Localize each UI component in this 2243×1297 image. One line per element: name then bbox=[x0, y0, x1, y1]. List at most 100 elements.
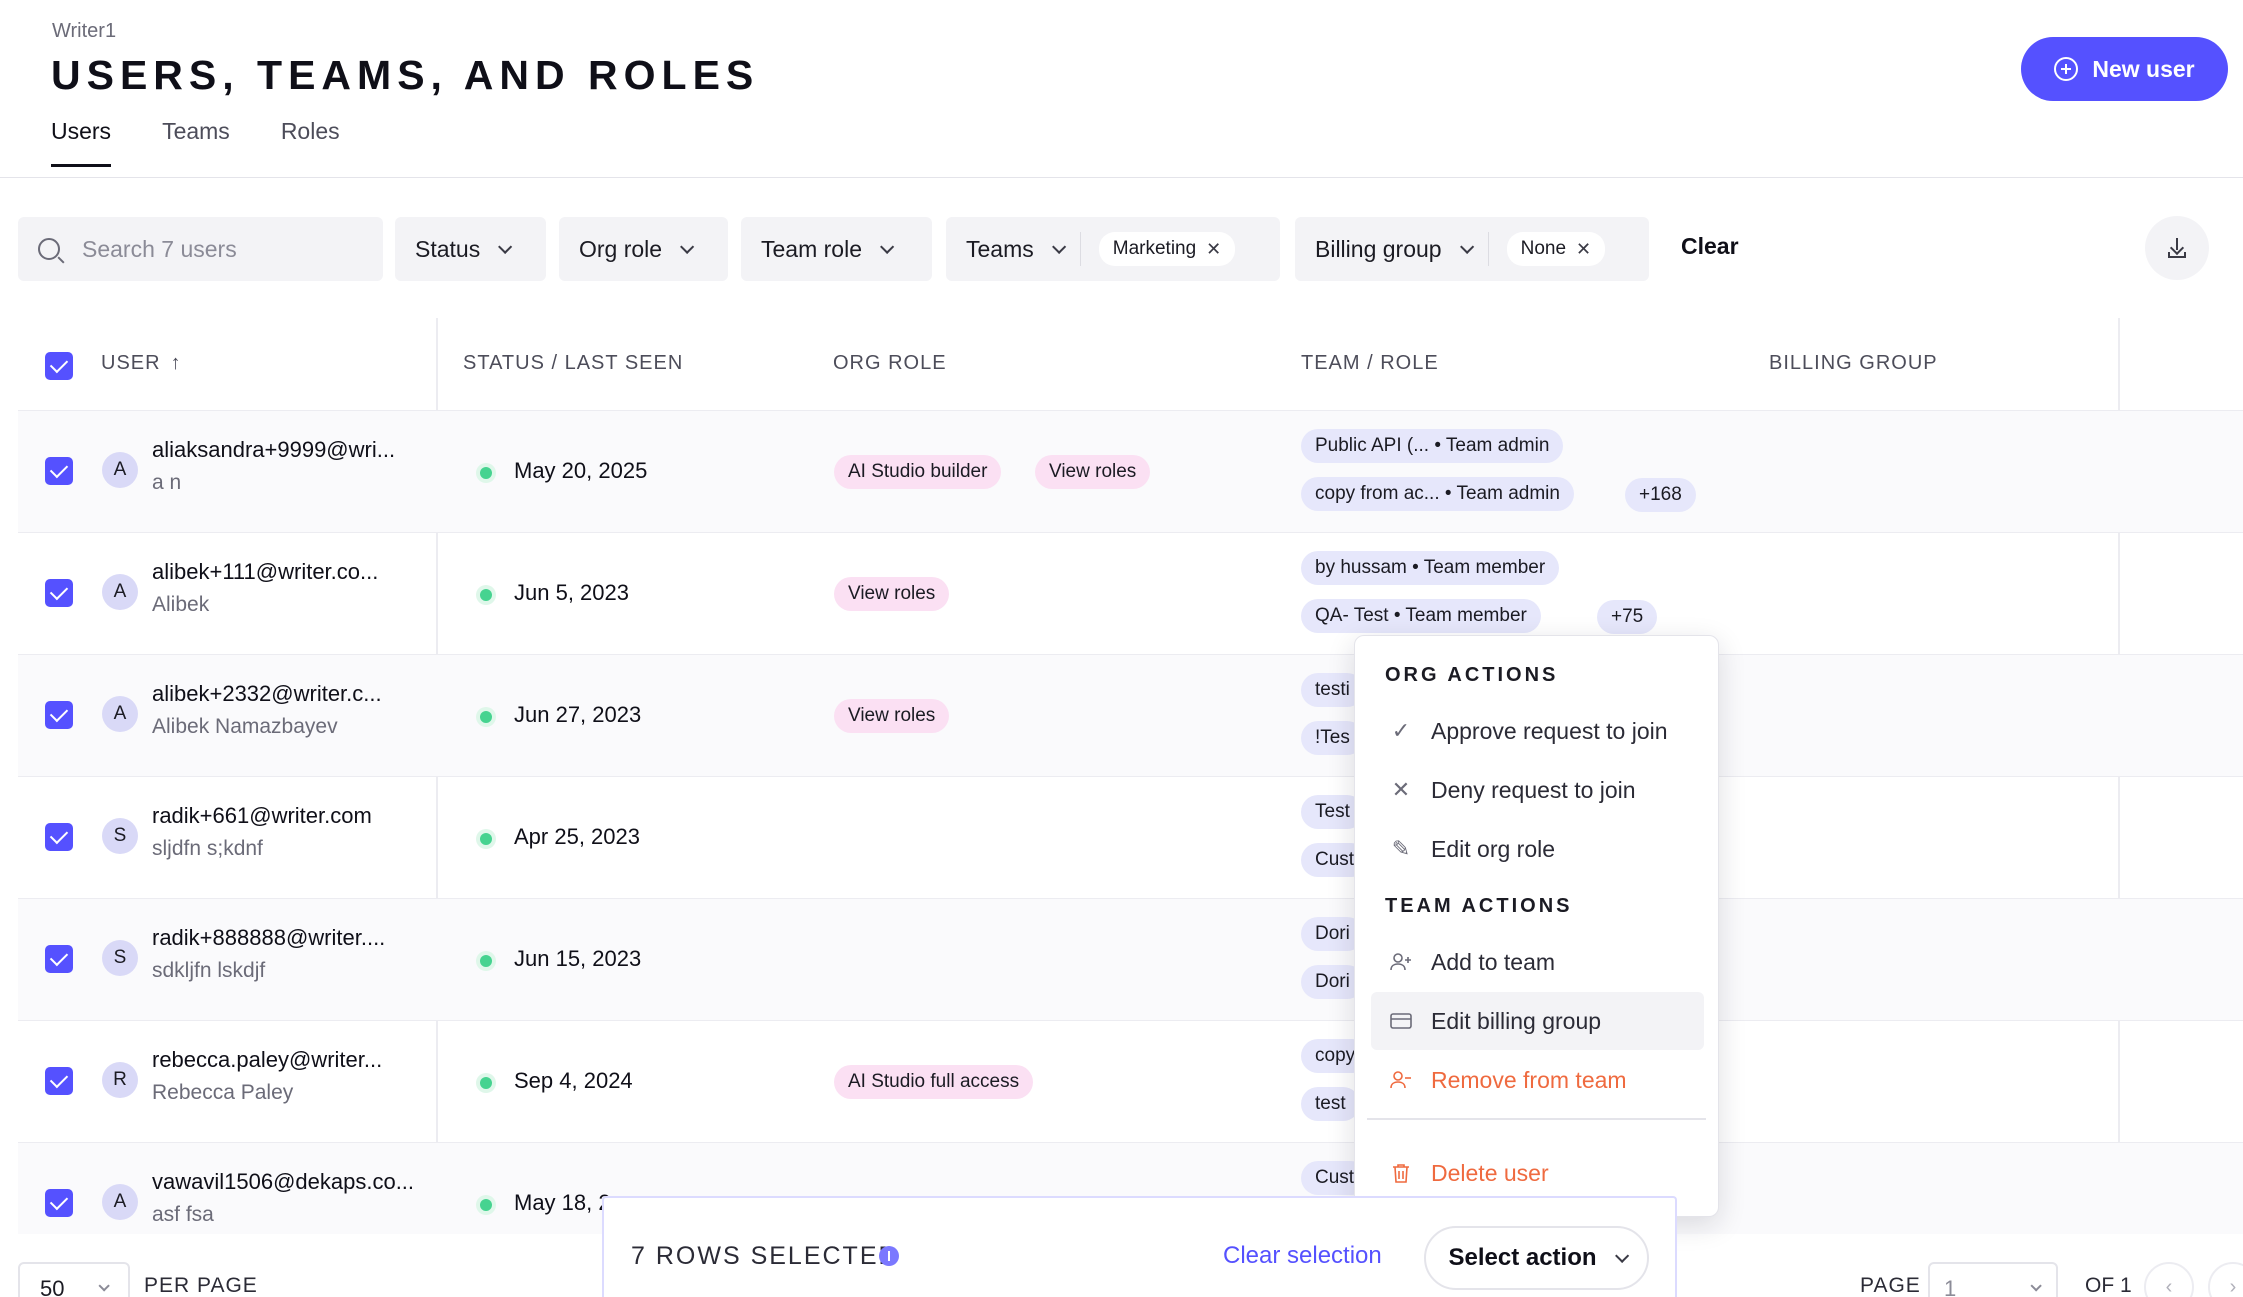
column-header-org-role: ORG ROLE bbox=[833, 352, 947, 374]
avatar: A bbox=[102, 452, 138, 488]
row-checkbox[interactable] bbox=[45, 701, 73, 729]
header-divider bbox=[0, 177, 2243, 178]
status-indicator bbox=[480, 833, 492, 845]
table-row[interactable]: A alibek+111@writer.co... Alibek Jun 5, … bbox=[18, 532, 2243, 654]
edit-billing-group-label: Edit billing group bbox=[1431, 1007, 1602, 1034]
more-teams-badge[interactable]: +168 bbox=[1625, 478, 1696, 512]
status-filter-dropdown[interactable]: Status bbox=[395, 217, 546, 281]
last-seen: Apr 25, 2023 bbox=[514, 824, 640, 849]
status-indicator bbox=[480, 467, 492, 479]
user-name: Rebecca Paley bbox=[152, 1081, 294, 1104]
search-input[interactable]: Search 7 users bbox=[18, 217, 383, 281]
approve-request-menu-item[interactable]: ✓ Approve request to join bbox=[1371, 702, 1704, 760]
table-row[interactable]: S radik+888888@writer.... sdkljfn lskdjf… bbox=[18, 898, 2243, 1020]
remove-from-team-menu-item[interactable]: Remove from team bbox=[1371, 1051, 1704, 1109]
billing-filter-chip[interactable]: None ✕ bbox=[1506, 232, 1606, 266]
avatar: S bbox=[102, 818, 138, 854]
team-actions-heading: TEAM ACTIONS bbox=[1385, 895, 1573, 917]
close-icon: ✕ bbox=[1391, 777, 1411, 802]
download-icon bbox=[2168, 238, 2186, 258]
table-row[interactable]: A vawavil1506@dekaps.co... asf fsa May 1… bbox=[18, 1142, 2243, 1234]
per-page-select[interactable]: 50 bbox=[18, 1262, 130, 1297]
org-role-pill: AI Studio builder bbox=[834, 455, 1002, 489]
tab-teams[interactable]: Teams bbox=[162, 118, 230, 144]
menu-divider bbox=[1367, 1118, 1706, 1120]
rows-selected-count: 7 ROWS SELECTED bbox=[631, 1242, 899, 1270]
table-row[interactable]: A alibek+2332@writer.c... Alibek Namazba… bbox=[18, 654, 2243, 776]
user-plus-icon bbox=[1389, 950, 1413, 974]
team-role-pill: testi bbox=[1301, 673, 1364, 707]
page-number-select[interactable]: 1 bbox=[1928, 1262, 2058, 1297]
deny-request-label: Deny request to join bbox=[1431, 776, 1636, 803]
team-role-filter-dropdown[interactable]: Team role bbox=[741, 217, 932, 281]
team-role-pill: Public API (... • Team admin bbox=[1301, 429, 1564, 463]
team-role-pill: QA- Test • Team member bbox=[1301, 599, 1541, 633]
previous-page-button[interactable]: ‹ bbox=[2144, 1262, 2194, 1297]
row-checkbox[interactable] bbox=[45, 945, 73, 973]
status-indicator bbox=[480, 1077, 492, 1089]
next-page-button[interactable]: › bbox=[2208, 1262, 2243, 1297]
column-header-user-label: USER bbox=[101, 352, 161, 374]
team-role-pill: Dori bbox=[1301, 917, 1364, 951]
team-role-pill: test bbox=[1301, 1087, 1360, 1121]
add-to-team-menu-item[interactable]: Add to team bbox=[1371, 933, 1704, 991]
view-roles-pill[interactable]: View roles bbox=[834, 577, 950, 611]
more-teams-badge[interactable]: +75 bbox=[1597, 600, 1658, 634]
column-header-status: STATUS / LAST SEEN bbox=[463, 352, 684, 374]
column-header-user[interactable]: USER ↑ bbox=[101, 352, 182, 375]
info-icon[interactable] bbox=[879, 1246, 899, 1266]
chevron-left-icon: ‹ bbox=[2165, 1275, 2173, 1297]
org-role-pill: AI Studio full access bbox=[834, 1065, 1034, 1099]
user-name: Alibek bbox=[152, 593, 210, 616]
per-page-value: 50 bbox=[40, 1276, 65, 1297]
org-actions-heading: ORG ACTIONS bbox=[1385, 664, 1559, 686]
row-checkbox[interactable] bbox=[45, 1067, 73, 1095]
clear-filters-button[interactable]: Clear bbox=[1681, 233, 1739, 259]
row-checkbox[interactable] bbox=[45, 823, 73, 851]
avatar: S bbox=[102, 940, 138, 976]
view-roles-pill[interactable]: View roles bbox=[1035, 455, 1151, 489]
check-icon: ✓ bbox=[1391, 718, 1411, 743]
new-user-button[interactable]: New user bbox=[2021, 37, 2228, 101]
row-checkbox[interactable] bbox=[45, 579, 73, 607]
user-name: Alibek Namazbayev bbox=[152, 715, 338, 738]
avatar: A bbox=[102, 696, 138, 732]
table-row[interactable]: S radik+661@writer.com sljdfn s;kdnf Apr… bbox=[18, 776, 2243, 898]
view-roles-pill[interactable]: View roles bbox=[834, 699, 950, 733]
team-role-filter-label: Team role bbox=[761, 235, 862, 262]
table-row[interactable]: R rebecca.paley@writer... Rebecca Paley … bbox=[18, 1020, 2243, 1142]
delete-user-menu-item[interactable]: Delete user bbox=[1371, 1144, 1704, 1202]
row-checkbox[interactable] bbox=[45, 457, 73, 485]
select-action-label: Select action bbox=[1448, 1244, 1597, 1271]
page-number-value: 1 bbox=[1944, 1276, 1957, 1297]
edit-org-role-label: Edit org role bbox=[1431, 835, 1556, 862]
chevron-down-icon bbox=[880, 239, 895, 254]
edit-billing-group-menu-item[interactable]: Edit billing group bbox=[1371, 992, 1704, 1050]
close-icon[interactable]: ✕ bbox=[1206, 238, 1222, 259]
select-action-dropdown[interactable]: Select action bbox=[1424, 1226, 1649, 1290]
row-checkbox[interactable] bbox=[45, 1189, 73, 1217]
deny-request-menu-item[interactable]: ✕ Deny request to join bbox=[1371, 761, 1704, 819]
tab-roles[interactable]: Roles bbox=[280, 118, 340, 144]
download-button[interactable] bbox=[2145, 216, 2209, 280]
status-filter-label: Status bbox=[415, 235, 481, 262]
user-email: alibek+2332@writer.c... bbox=[152, 681, 382, 706]
billing-group-filter-dropdown[interactable]: Billing group None ✕ bbox=[1295, 217, 1649, 281]
tab-users[interactable]: Users bbox=[51, 118, 112, 167]
close-icon[interactable]: ✕ bbox=[1576, 238, 1592, 259]
teams-filter-chip[interactable]: Marketing ✕ bbox=[1098, 232, 1236, 266]
edit-org-role-menu-item[interactable]: ✎ Edit org role bbox=[1371, 820, 1704, 878]
select-all-checkbox[interactable] bbox=[45, 352, 73, 380]
avatar: R bbox=[102, 1062, 138, 1098]
user-name: a n bbox=[152, 471, 182, 494]
user-email: alibek+111@writer.co... bbox=[152, 559, 379, 584]
status-indicator bbox=[480, 1199, 492, 1211]
search-placeholder: Search 7 users bbox=[82, 235, 237, 262]
user-email: rebecca.paley@writer... bbox=[152, 1047, 383, 1072]
teams-filter-dropdown[interactable]: Teams Marketing ✕ bbox=[946, 217, 1280, 281]
team-role-pill: copy from ac... • Team admin bbox=[1301, 477, 1574, 511]
table-row[interactable]: A aliaksandra+9999@wri... a n May 20, 20… bbox=[18, 410, 2243, 532]
credit-card-icon bbox=[1389, 1009, 1413, 1033]
clear-selection-button[interactable]: Clear selection bbox=[1223, 1242, 1382, 1269]
org-role-filter-dropdown[interactable]: Org role bbox=[559, 217, 728, 281]
